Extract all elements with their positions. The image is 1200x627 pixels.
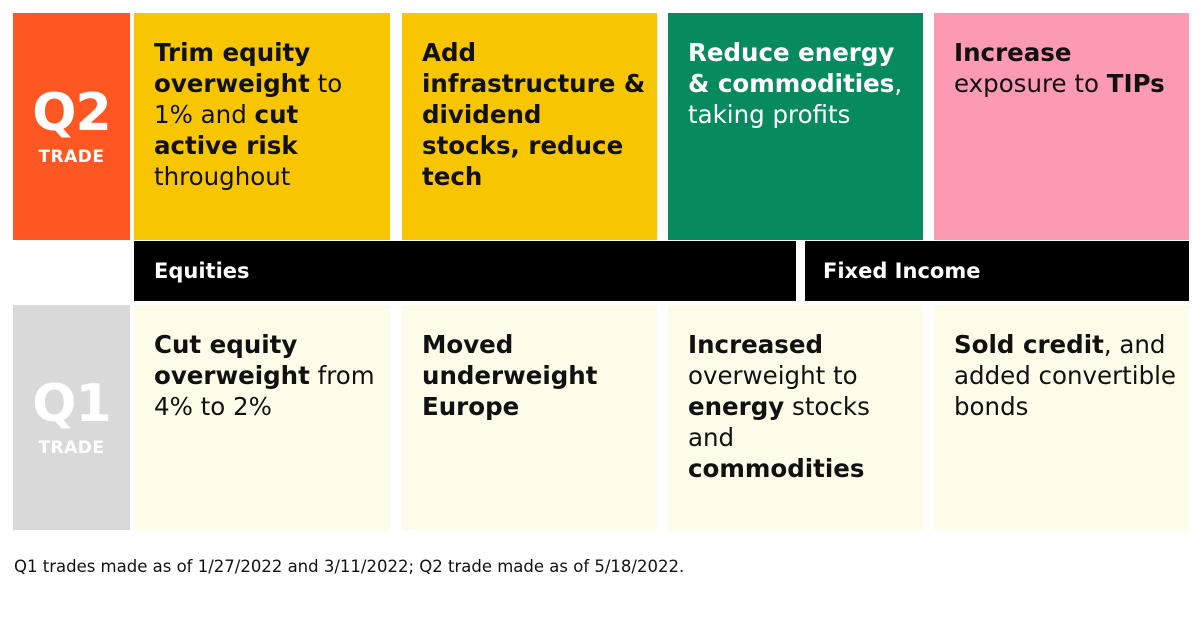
card-text-regular: , and added convertible bonds [954,330,1177,421]
card-text-bold: Add infrastructure & dividend stocks, re… [422,38,646,191]
q2-card-infrastructure: Add infrastructure & dividend stocks, re… [402,13,657,240]
card-text-bold: Moved underweight Europe [422,330,598,421]
card-text-regular: from 4% to 2% [154,361,375,421]
card-text-bold: Increase [954,38,1072,67]
card-text-regular: overweight to [688,361,858,390]
q2-trade-label: Q2 TRADE [13,13,130,240]
card-text-bold: cut active risk [154,100,299,160]
card-text-bold: Cut equity overweight [154,330,310,390]
q1-card-cut-equity: Cut equity overweight from 4% to 2% [134,305,390,530]
card-text-bold: commodities [688,454,865,483]
q2-card-text: Trim equity overweight to 1% and cut act… [154,38,342,191]
card-text-bold: Trim equity overweight [154,38,311,98]
footnote: Q1 trades made as of 1/27/2022 and 3/11/… [14,557,685,576]
q1-label-trade: TRADE [38,437,105,458]
q1-card-energy: Increased overweight to energy stocks an… [668,305,923,530]
q2-card-text: Increase exposure to TIPs [954,38,1165,98]
card-text-regular: throughout [154,162,291,191]
q2-card-text: Add infrastructure & dividend stocks, re… [422,38,645,191]
q1-trade-label: Q1 TRADE [13,305,130,530]
card-text-bold: TIPs [1106,69,1165,98]
card-text-bold: Reduce energy & commodities [688,38,895,98]
q1-card-text: Cut equity overweight from 4% to 2% [154,330,375,421]
category-bar-equities: Equities [134,241,796,301]
card-text-regular: exposure to [954,69,1107,98]
category-bar-fixed-income: Fixed Income [805,241,1189,301]
card-text-bold: Increased [688,330,824,359]
q2-card-trim-equity: Trim equity overweight to 1% and cut act… [134,13,390,240]
q1-label-quarter: Q1 [32,373,111,434]
card-text-regular: stocks and [688,392,870,452]
q1-card-text: Increased overweight to energy stocks an… [688,330,870,483]
card-text-regular: , taking profits [688,69,903,129]
card-text-bold: energy [688,392,785,421]
q1-card-credit: Sold credit, and added convertible bonds [934,305,1189,530]
q2-label-quarter: Q2 [32,82,111,143]
q2-label-trade: TRADE [38,146,105,167]
q2-card-tips: Increase exposure to TIPs [934,13,1189,240]
card-text-bold: Sold credit [954,330,1104,359]
q2-card-energy: Reduce energy & commodities, taking prof… [668,13,923,240]
q1-card-europe: Moved underweight Europe [402,305,657,530]
card-text-regular: to 1% and [154,69,343,129]
q2-card-text: Reduce energy & commodities, taking prof… [688,38,902,129]
q1-card-text: Sold credit, and added convertible bonds [954,330,1176,421]
q1-card-text: Moved underweight Europe [422,330,597,421]
